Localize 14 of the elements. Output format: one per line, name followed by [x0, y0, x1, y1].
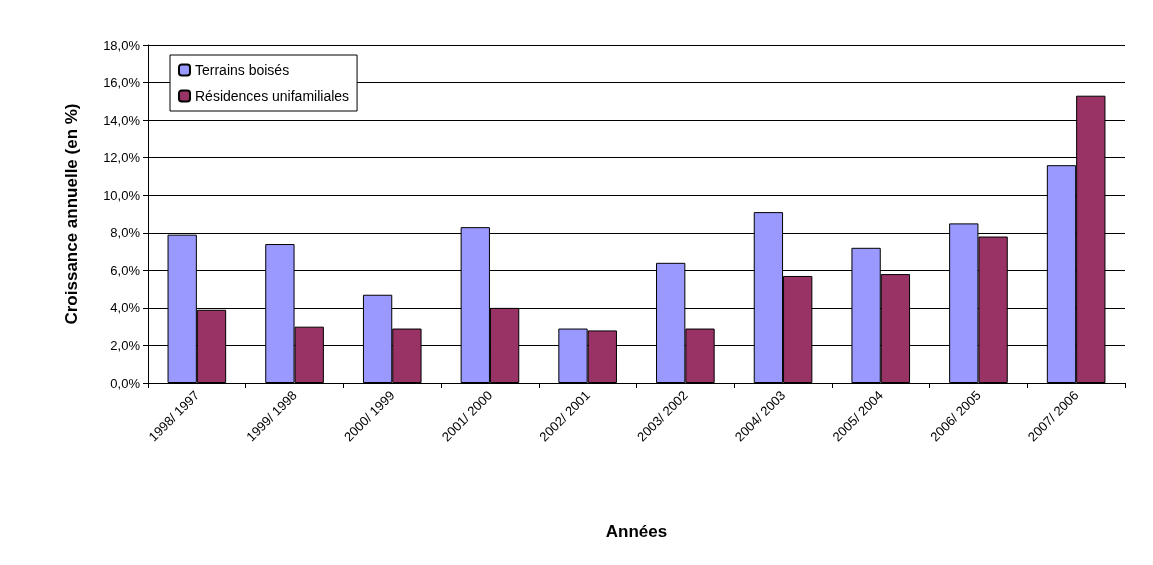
legend-label: Résidences unifamiliales	[195, 88, 350, 104]
x-axis-title: Années	[605, 522, 668, 541]
legend-label: Terrains boisés	[195, 62, 290, 78]
y-tick-label: 14,0%	[103, 112, 141, 128]
y-tick-label: 10,0%	[103, 187, 141, 203]
y-tick-label: 8,0%	[110, 225, 141, 241]
y-tick-label: 0,0%	[110, 375, 141, 391]
y-tick-label: 2,0%	[110, 337, 141, 353]
y-tick-label: 4,0%	[110, 300, 141, 316]
y-tick-label: 12,0%	[103, 150, 141, 166]
y-axis-title: Croissance annuelle (en %)	[62, 103, 81, 325]
y-tick-label: 6,0%	[110, 262, 141, 278]
y-tick-label: 18,0%	[103, 37, 141, 53]
y-tick-label: 16,0%	[103, 75, 141, 91]
